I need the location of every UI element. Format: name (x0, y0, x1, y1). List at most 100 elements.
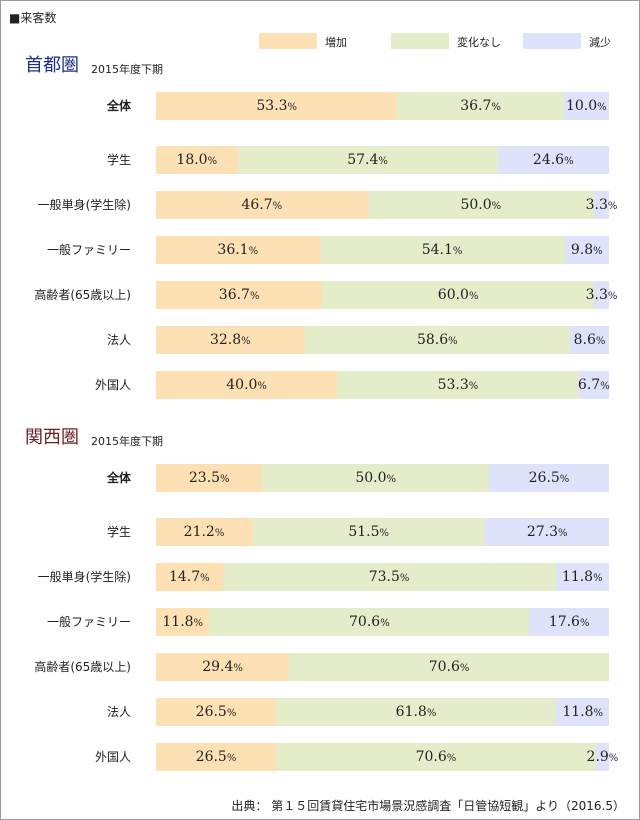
legend-swatch-0 (259, 33, 317, 49)
region-title-0: 首都圏 (25, 55, 79, 76)
bar-segment (252, 518, 486, 546)
bar-segment (209, 608, 530, 636)
data-label: 51.5% (348, 524, 390, 540)
category-label: 全体 (106, 471, 131, 485)
data-label: 27.3% (526, 524, 568, 540)
bar-segment (594, 281, 609, 309)
bar-segment (570, 326, 609, 354)
bar-segment (156, 464, 263, 492)
bar-segment (595, 743, 609, 771)
category-label: 外国人 (94, 378, 131, 392)
legend-swatch-1 (391, 33, 449, 49)
bar-segment (564, 236, 609, 264)
data-label: 36.7% (218, 287, 260, 303)
data-label: 60.0% (437, 287, 479, 303)
data-label: 26.5% (528, 470, 570, 486)
data-label: 40.0% (226, 377, 267, 393)
legend-swatch-2 (523, 33, 581, 49)
bar-segment (322, 281, 595, 309)
bar-segment (156, 326, 305, 354)
data-label: 57.4% (347, 152, 388, 168)
data-label: 36.1% (217, 242, 259, 258)
data-label: 26.5% (195, 704, 237, 720)
data-label: 17.6% (548, 614, 590, 630)
bar-segment (529, 608, 609, 636)
data-label: 11.8% (561, 569, 603, 585)
data-label: 53.3% (437, 377, 479, 393)
category-label: 学生 (106, 525, 131, 539)
data-label: 3.3% (585, 287, 618, 303)
data-label: 23.5% (188, 470, 230, 486)
bar-segment (276, 698, 556, 726)
bar-segment (367, 191, 595, 219)
category-label: 一般単身(学生除) (37, 570, 131, 584)
data-label: 14.7% (168, 569, 210, 585)
bar-segment (563, 92, 609, 120)
data-label: 21.2% (183, 524, 225, 540)
data-label: 50.0% (355, 470, 397, 486)
category-label: 一般ファミリー (46, 243, 131, 257)
bar-segment (156, 563, 223, 591)
legend-label-2: 減少 (589, 36, 611, 49)
category-label: 学生 (106, 153, 131, 167)
data-label: 36.7% (460, 98, 501, 114)
data-label: 50.0% (460, 197, 502, 213)
data-label: 24.6% (532, 152, 574, 168)
bar-segment (156, 371, 338, 399)
data-label: 54.1% (421, 242, 463, 258)
data-label: 61.8% (395, 704, 437, 720)
data-label: 53.3% (256, 98, 298, 114)
bar-segment (289, 653, 609, 681)
data-label: 18.0% (176, 152, 218, 168)
category-label: 一般単身(学生除) (37, 198, 131, 212)
data-label: 6.7% (577, 377, 610, 393)
bar-segment (337, 371, 579, 399)
category-label: 法人 (106, 333, 131, 347)
bar-segment (156, 608, 210, 636)
data-label: 2.9% (586, 749, 619, 765)
bar-segment (156, 698, 277, 726)
region-title-1: 関西圏 (25, 427, 79, 448)
bar-segment (497, 146, 609, 174)
data-label: 9.8% (570, 242, 603, 258)
bar-segment (555, 563, 609, 591)
bar-segment (237, 146, 498, 174)
data-label: 26.5% (195, 749, 237, 765)
category-label: 高齢者(65歳以上) (34, 660, 131, 674)
data-label: 32.8% (209, 332, 251, 348)
category-label: 高齢者(65歳以上) (34, 288, 131, 302)
bar-segment (156, 281, 323, 309)
period-label-0: 2015年度下期 (91, 63, 163, 76)
bar-segment (156, 146, 238, 174)
bar-segment (156, 92, 398, 120)
data-label: 8.6% (573, 332, 606, 348)
period-label-1: 2015年度下期 (91, 435, 163, 448)
data-label: 11.8% (562, 704, 604, 720)
bar-segment (156, 236, 320, 264)
source-note: 出典： 第１５回賃貸住宅市場景況感調査「日管協短観」より（2016.5） (231, 799, 625, 813)
legend-label-1: 変化なし (457, 36, 501, 49)
bar-segment (319, 236, 565, 264)
data-label: 73.5% (368, 569, 410, 585)
category-label: 外国人 (94, 750, 131, 764)
chart-title: ■来客数 (9, 11, 57, 25)
bar-segment (156, 743, 277, 771)
data-label: 70.6% (415, 749, 457, 765)
bar-segment (397, 92, 564, 120)
legend-label-0: 増加 (325, 36, 347, 49)
bar-segment (156, 518, 253, 546)
data-label: 70.6% (349, 614, 390, 630)
bar-segment (262, 464, 489, 492)
bar-segment (276, 743, 596, 771)
bar-segment (156, 191, 368, 219)
bar-segment (222, 563, 556, 591)
data-label: 46.7% (241, 197, 283, 213)
data-label: 10.0% (565, 98, 607, 114)
bar-segment (488, 464, 609, 492)
bar-segment (156, 653, 290, 681)
bar-segment (304, 326, 571, 354)
data-label: 3.3% (585, 197, 618, 213)
data-label: 58.6% (416, 332, 458, 348)
data-label: 11.8% (162, 614, 204, 630)
